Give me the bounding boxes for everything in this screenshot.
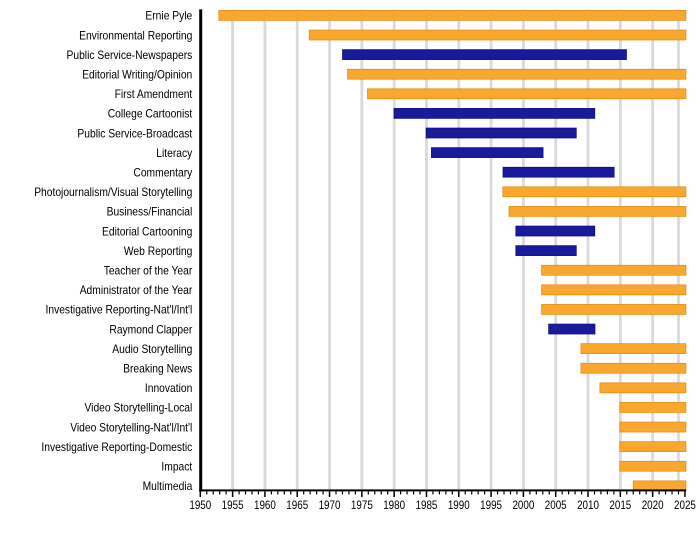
svg-text:Investigative Reporting-Domest: Investigative Reporting-Domestic — [41, 440, 192, 454]
svg-text:Video Storytelling-Nat'l/Int'l: Video Storytelling-Nat'l/Int'l — [70, 420, 192, 434]
svg-text:Innovation: Innovation — [145, 381, 192, 395]
svg-text:Breaking News: Breaking News — [123, 362, 192, 376]
svg-text:Editorial Cartooning: Editorial Cartooning — [102, 224, 192, 238]
svg-text:1985: 1985 — [416, 498, 438, 512]
svg-text:2025: 2025 — [674, 498, 696, 512]
svg-text:Literacy: Literacy — [156, 146, 192, 160]
svg-text:1995: 1995 — [480, 498, 502, 512]
svg-text:Impact: Impact — [161, 460, 192, 474]
svg-text:2005: 2005 — [545, 498, 567, 512]
svg-text:1970: 1970 — [319, 498, 341, 512]
svg-text:Photojournalism/Visual Storyte: Photojournalism/Visual Storytelling — [34, 185, 192, 199]
svg-text:Administrator of the Year: Administrator of the Year — [80, 283, 193, 297]
svg-text:First Amendment: First Amendment — [115, 87, 193, 101]
svg-text:College Cartoonist: College Cartoonist — [108, 107, 193, 121]
svg-text:2010: 2010 — [577, 498, 599, 512]
svg-text:Raymond Clapper: Raymond Clapper — [109, 322, 192, 336]
svg-text:Editorial Writing/Opinion: Editorial Writing/Opinion — [82, 68, 192, 82]
svg-text:1975: 1975 — [351, 498, 373, 512]
svg-text:1955: 1955 — [222, 498, 244, 512]
svg-text:Multimedia: Multimedia — [143, 479, 193, 493]
svg-text:Environmental Reporting: Environmental Reporting — [79, 28, 192, 42]
svg-text:2020: 2020 — [642, 498, 664, 512]
svg-text:2000: 2000 — [512, 498, 534, 512]
svg-text:Commentary: Commentary — [133, 166, 192, 180]
svg-text:Ernie Pyle: Ernie Pyle — [145, 9, 192, 23]
svg-text:Teacher of the Year: Teacher of the Year — [104, 264, 193, 278]
svg-text:2015: 2015 — [609, 498, 631, 512]
svg-text:Web Reporting: Web Reporting — [124, 244, 192, 258]
svg-text:1960: 1960 — [254, 498, 276, 512]
svg-text:1980: 1980 — [383, 498, 405, 512]
svg-text:1990: 1990 — [448, 498, 470, 512]
svg-text:Public Service-Broadcast: Public Service-Broadcast — [77, 126, 192, 140]
svg-text:Public Service-Newspapers: Public Service-Newspapers — [67, 48, 193, 62]
svg-text:Video Storytelling-Local: Video Storytelling-Local — [85, 401, 193, 415]
svg-text:1950: 1950 — [189, 498, 211, 512]
svg-text:Investigative Reporting-Nat'l/: Investigative Reporting-Nat'l/Int'l — [46, 303, 193, 317]
svg-text:Business/Financial: Business/Financial — [107, 205, 193, 219]
svg-text:Audio Storytelling: Audio Storytelling — [112, 342, 192, 356]
svg-text:1965: 1965 — [286, 498, 308, 512]
